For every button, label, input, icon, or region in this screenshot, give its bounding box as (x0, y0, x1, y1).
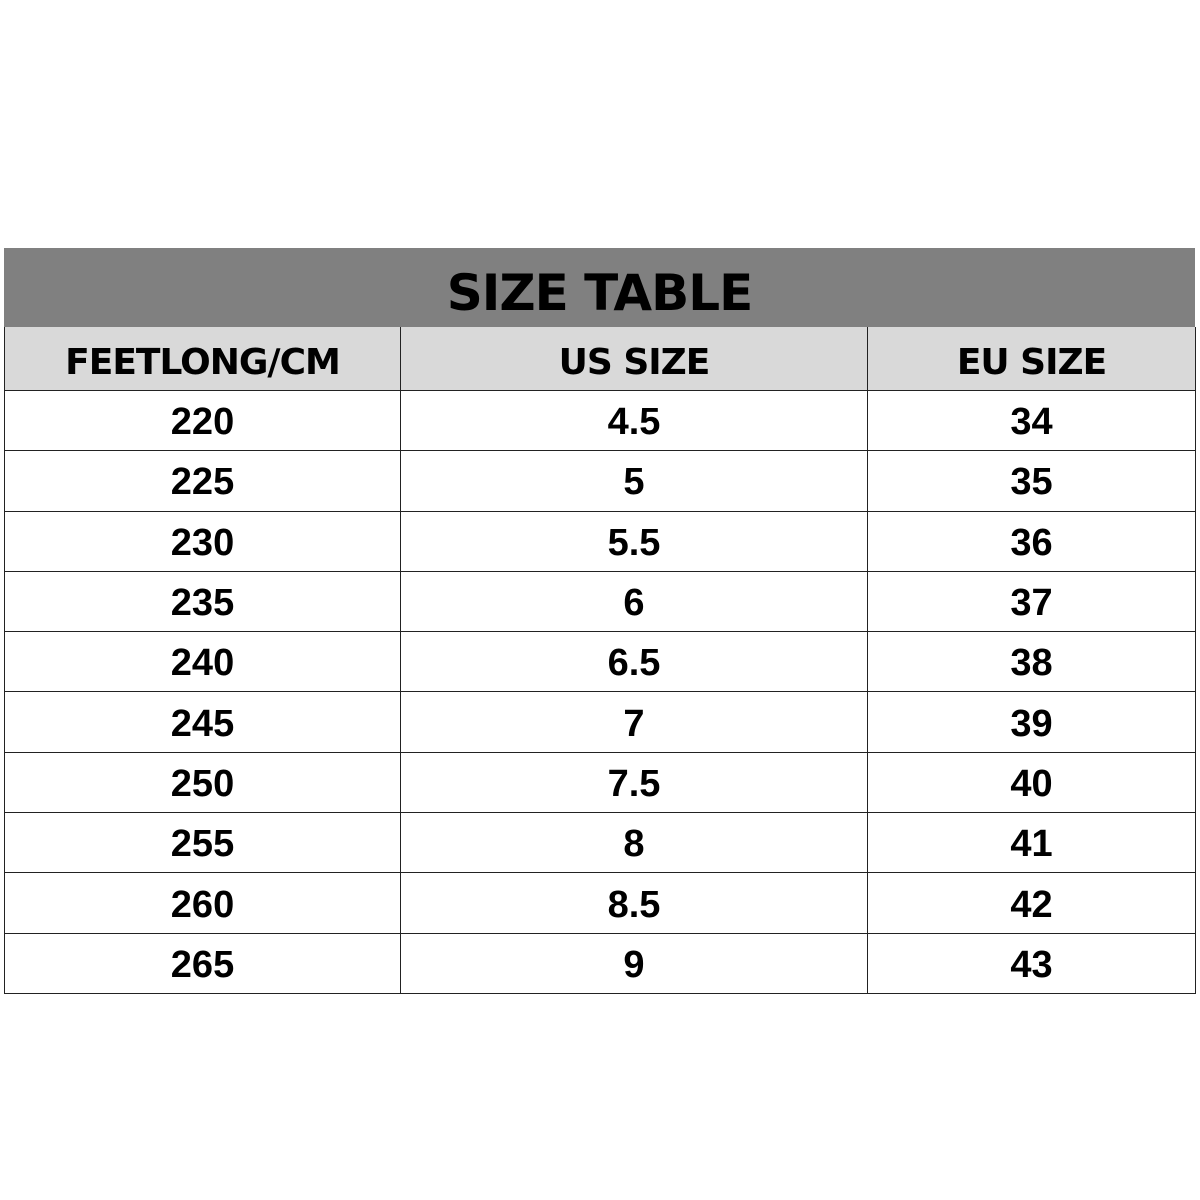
table-row: 260 8.5 42 (4, 872, 1196, 934)
cell-us-size: 6 (400, 570, 868, 633)
column-header-us-size: US SIZE (400, 327, 868, 391)
table-row: 220 4.5 34 (4, 389, 1196, 452)
cell-feetlong: 220 (4, 389, 401, 452)
cell-us-size: 9 (400, 932, 868, 994)
table-row: 265 9 43 (4, 932, 1196, 994)
table-title: SIZE TABLE (4, 248, 1195, 327)
cell-feetlong: 260 (4, 872, 401, 934)
cell-us-size: 5 (400, 450, 868, 512)
cell-eu-size: 38 (867, 631, 1196, 693)
table-row: 230 5.5 36 (4, 510, 1196, 572)
cell-feetlong: 250 (4, 751, 401, 814)
cell-feetlong: 265 (4, 932, 401, 994)
cell-eu-size: 39 (867, 691, 1196, 753)
column-header-feetlong: FEETLONG/CM (4, 327, 401, 391)
cell-eu-size: 37 (867, 570, 1196, 633)
header-row: FEETLONG/CM US SIZE EU SIZE (4, 327, 1196, 391)
table-row: 255 8 41 (4, 812, 1196, 874)
cell-us-size: 7 (400, 691, 868, 753)
cell-us-size: 5.5 (400, 510, 868, 572)
column-header-eu-size: EU SIZE (867, 327, 1196, 391)
table-row: 245 7 39 (4, 691, 1196, 753)
table-row: 235 6 37 (4, 570, 1196, 633)
cell-us-size: 7.5 (400, 751, 868, 814)
cell-eu-size: 34 (867, 389, 1196, 452)
table-row: 225 5 35 (4, 450, 1196, 512)
cell-us-size: 8.5 (400, 872, 868, 934)
size-grid: FEETLONG/CM US SIZE EU SIZE 220 4.5 34 225 5… (4, 327, 1196, 994)
cell-us-size: 4.5 (400, 389, 868, 452)
cell-eu-size: 36 (867, 510, 1196, 572)
size-table: SIZE TABLE FEETLONG/CM US SIZE EU SIZE 2… (4, 248, 1196, 994)
cell-eu-size: 43 (867, 932, 1196, 994)
cell-eu-size: 35 (867, 450, 1196, 512)
cell-us-size: 6.5 (400, 631, 868, 693)
cell-feetlong: 255 (4, 812, 401, 874)
cell-eu-size: 40 (867, 751, 1196, 814)
cell-eu-size: 41 (867, 812, 1196, 874)
cell-feetlong: 225 (4, 450, 401, 512)
cell-eu-size: 42 (867, 872, 1196, 934)
cell-feetlong: 240 (4, 631, 401, 693)
cell-feetlong: 245 (4, 691, 401, 753)
cell-feetlong: 235 (4, 570, 401, 633)
cell-feetlong: 230 (4, 510, 401, 572)
table-row: 240 6.5 38 (4, 631, 1196, 693)
cell-us-size: 8 (400, 812, 868, 874)
table-row: 250 7.5 40 (4, 751, 1196, 814)
